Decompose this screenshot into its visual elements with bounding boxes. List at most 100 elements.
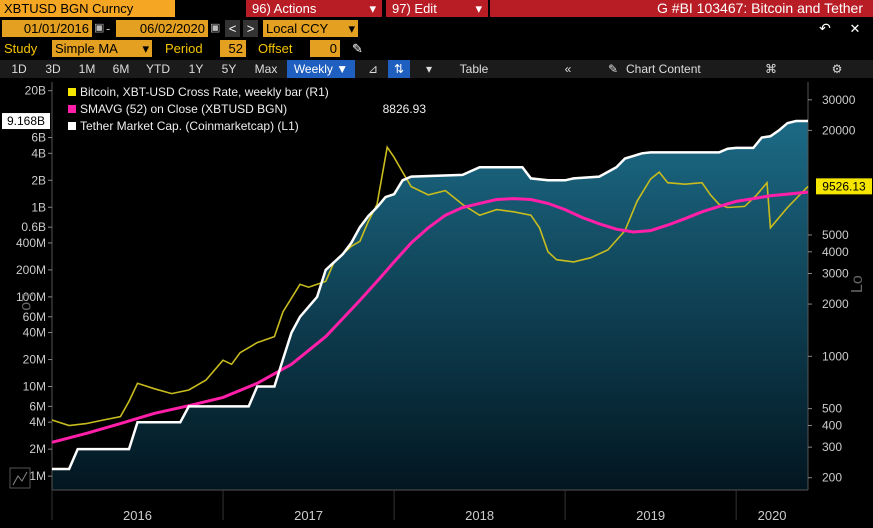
calendar-icon[interactable]: ▣ <box>210 22 221 34</box>
right-tick-label: 3000 <box>822 266 849 280</box>
right-tick-label: 1000 <box>822 349 849 363</box>
series <box>51 119 809 471</box>
start-date-field[interactable]: 01/01/2016 <box>2 20 92 37</box>
legend-swatch <box>68 122 76 130</box>
chevron-down-icon: ▼ <box>336 62 349 76</box>
header-bar: XBTUSD BGN Curncy 96) Actions ▾ 97) Edit… <box>0 0 873 19</box>
legend: Bitcoin, XBT-USD Cross Rate, weekly bar … <box>64 84 430 138</box>
annotate-icon[interactable]: ⌘ <box>765 62 777 76</box>
edit-menu[interactable]: 97) Edit ▾ <box>386 0 488 17</box>
currency-select[interactable]: Local CCY ▾ <box>263 20 358 37</box>
gear-icon[interactable]: ⚙ <box>831 62 843 76</box>
frequency-value: Weekly <box>293 62 333 76</box>
left-tick-label: 6M <box>29 399 46 413</box>
frequency-select[interactable]: Weekly ▼ <box>287 60 355 78</box>
tether-area-fill <box>52 121 808 490</box>
drawing-tool-icon[interactable] <box>9 467 31 489</box>
actions-arrow-icon: ▾ <box>369 1 376 16</box>
undo-icon[interactable]: ↶ <box>819 20 831 36</box>
right-last-value-label: 9526.13 <box>822 179 866 193</box>
left-tick-label: 1M <box>29 469 46 483</box>
legend-swatch <box>68 105 76 113</box>
legend-label: SMAVG (52) on Close (XBTUSD BGN) <box>80 102 287 116</box>
left-tick-label: 10M <box>23 380 46 394</box>
period-1d[interactable]: 1D <box>11 62 27 76</box>
edit-arrow-icon: ▾ <box>475 1 482 16</box>
ticker-label[interactable]: XBTUSD BGN Curncy <box>0 0 175 17</box>
date-separator: - <box>106 21 111 36</box>
x-tick-label: 2020 <box>758 508 787 523</box>
period-3d[interactable]: 3D <box>45 62 61 76</box>
x-tick-label: 2019 <box>636 508 665 523</box>
left-tick-label: 0.6B <box>21 220 46 234</box>
actions-label: 96) Actions <box>252 1 317 16</box>
pencil-icon[interactable]: ✎ <box>352 41 363 56</box>
right-axis-title: Lo <box>849 275 866 293</box>
end-date-field[interactable]: 06/02/2020 <box>116 20 208 37</box>
chevron-down-icon[interactable]: ▾ <box>425 62 433 76</box>
period-5y[interactable]: 5Y <box>221 62 237 76</box>
left-last-value-label: 9.168B <box>7 114 45 128</box>
tether-line <box>52 119 808 471</box>
right-tick-label: 500 <box>822 402 842 416</box>
period-1y[interactable]: 1Y <box>188 62 204 76</box>
toolbar: 1D 3D 1M 6M YTD 1Y 5Y Max Weekly ▼ ⊿ ⇅ ▾… <box>0 60 873 78</box>
line-chart-icon[interactable]: ⊿ <box>367 62 379 76</box>
right-tick-label: 200 <box>822 471 842 485</box>
chevron-down-icon: ▾ <box>142 41 149 56</box>
edit-label: 97) Edit <box>392 1 437 16</box>
next-period-button[interactable]: > <box>243 20 258 37</box>
study-select[interactable]: Simple MA ▾ <box>52 40 152 57</box>
prev-period-button[interactable]: < <box>225 20 240 37</box>
period-6m[interactable]: 6M <box>112 62 130 76</box>
x-axis: 2016 2017 2018 2019 2020 <box>51 490 787 523</box>
left-tick-label: 20B <box>25 84 46 98</box>
period-max[interactable]: Max <box>254 62 278 76</box>
x-tick-label: 2016 <box>123 508 152 523</box>
tether-area <box>52 121 808 490</box>
right-tick-label: 400 <box>822 418 842 432</box>
left-tick-label: 400M <box>16 236 46 250</box>
study-value: Simple MA <box>55 41 118 56</box>
period-1m[interactable]: 1M <box>78 62 96 76</box>
left-axis: 1M 2M 4M 6M 10M 20M 40M 60M 100M 200M 400M 0.6B 1B 2B… <box>2 84 52 483</box>
page-title: G #BI 103467: Bitcoin and Tether <box>490 0 873 17</box>
right-tick-label: 4000 <box>822 245 849 259</box>
x-tick-label: 2017 <box>294 508 323 523</box>
legend-background <box>64 84 430 138</box>
left-tick-label: 60M <box>23 310 46 324</box>
date-range-bar: 01/01/2016 ▣ - 06/02/2020 ▣ < > Local CC… <box>0 20 873 39</box>
left-tick-label: 4B <box>31 146 46 160</box>
close-icon[interactable]: ✕ <box>849 21 861 36</box>
price-chart[interactable]: 1M 2M 4M 6M 10M 20M 40M 60M 100M 200M 400M 0.6B 1B 2B… <box>0 78 873 528</box>
left-tick-label: 2B <box>31 173 46 187</box>
left-tick-label: 20M <box>23 353 46 367</box>
collapse-left-icon[interactable]: « <box>564 62 572 76</box>
left-tick-label: 1B <box>31 200 46 214</box>
right-tick-label: 20000 <box>822 123 856 137</box>
chart-content-button[interactable]: Chart Content <box>626 62 701 76</box>
study-label: Study <box>4 41 38 56</box>
left-last-value-badge <box>2 113 50 130</box>
right-tick-label: 30000 <box>822 93 856 107</box>
left-tick-label: 4M <box>29 415 46 429</box>
left-tick-label: 2M <box>29 442 46 456</box>
period-input[interactable]: 52 <box>220 40 246 57</box>
sma-line <box>51 190 809 444</box>
study-bar: Study Simple MA ▾ Period 52 Offset 0 ✎ <box>0 40 873 59</box>
chevron-down-icon: ▾ <box>348 21 355 36</box>
edit-content-icon[interactable]: ✎ <box>607 62 619 76</box>
calendar-icon[interactable]: ▣ <box>94 22 105 34</box>
right-last-value-badge <box>816 178 872 195</box>
bar-style-icon[interactable]: ⇅ <box>388 60 410 78</box>
table-button[interactable]: Table <box>459 62 489 76</box>
right-tick-label: 2000 <box>822 297 849 311</box>
right-tick-label: 5000 <box>822 228 849 242</box>
offset-input[interactable]: 0 <box>310 40 340 57</box>
actions-menu[interactable]: 96) Actions ▾ <box>246 0 382 17</box>
left-tick-label: 200M <box>16 263 46 277</box>
left-tick-label: 6B <box>31 131 46 145</box>
left-tick-label: 40M <box>23 326 46 340</box>
legend-label: Bitcoin, XBT-USD Cross Rate, weekly bar … <box>80 85 329 99</box>
period-ytd[interactable]: YTD <box>146 62 170 76</box>
